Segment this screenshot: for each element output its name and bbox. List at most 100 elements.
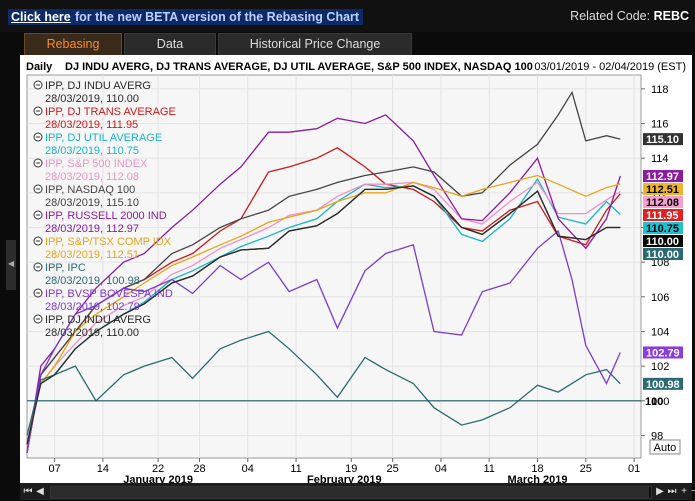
series-line xyxy=(26,174,621,436)
value-label-box xyxy=(643,235,683,248)
scroll-right-button[interactable]: ▶ xyxy=(656,486,664,497)
x-tick-label: 04 xyxy=(435,463,447,475)
zoom-out-button[interactable]: − xyxy=(691,486,695,497)
value-label-text: 100.98 xyxy=(646,379,680,391)
value-label-box xyxy=(643,248,683,261)
scroll-first-button[interactable]: ⏮ xyxy=(23,486,33,497)
legend-series-value: 28/03/2019, 112.97 xyxy=(45,223,139,235)
value-label-text: 112.08 xyxy=(646,197,679,209)
related-code: Related Code: REBC xyxy=(570,9,689,23)
value-label: 112.97 xyxy=(643,170,683,183)
zoom-in-button[interactable]: + xyxy=(681,486,687,497)
value-label-text: 110.75 xyxy=(646,223,679,235)
y-tick-label: 116 xyxy=(651,119,669,131)
legend-series-name: IPP, S&P 500 INDEX xyxy=(45,158,148,170)
legend-series-name: IPP, DJ UTIL AVERAGE xyxy=(45,132,162,144)
y-tick-label: 98 xyxy=(651,430,663,442)
x-tick-label: 11 xyxy=(484,463,495,475)
y-tick-label: 114 xyxy=(651,153,669,165)
value-label: 110.00 xyxy=(643,235,683,248)
tab-historical-price-change[interactable]: Historical Price Change xyxy=(218,33,412,56)
side-panel-handle[interactable]: ◀ xyxy=(6,240,16,290)
legend-series-value: 28/03/2019, 102.79 xyxy=(45,301,140,313)
y-tick-label: 104 xyxy=(651,326,669,338)
value-label: 110.75 xyxy=(643,222,683,235)
chart-frame: Daily DJ INDU AVERG, DJ TRANS AVERAGE, D… xyxy=(20,55,692,483)
value-label-text: 115.10 xyxy=(646,134,679,146)
legend-series-value: 28/03/2019, 112.51 xyxy=(45,249,139,261)
value-label-text: 110.00 xyxy=(646,249,679,261)
y-tick-label: 102 xyxy=(651,361,669,373)
time-scrollbar[interactable]: ⏮ ◀ ▶ ⏭ + − xyxy=(20,483,695,500)
series-line xyxy=(26,330,621,436)
legend-series-name: IPP, S&P/TSX COMP IDX xyxy=(45,236,172,248)
x-tick-label: 01 xyxy=(628,463,640,475)
legend-series-value: 28/03/2019, 111.95 xyxy=(45,119,138,131)
x-tick-label: 07 xyxy=(48,463,60,475)
value-label-box xyxy=(643,209,683,222)
value-label-text: 112.51 xyxy=(646,184,679,196)
series-line xyxy=(26,229,621,453)
x-tick-label: 11 xyxy=(290,463,301,475)
legend-series-value: 28/03/2019, 112.08 xyxy=(45,171,139,183)
legend-series-value: 28/03/2019, 110.00 xyxy=(45,93,139,105)
value-label: 115.10 xyxy=(643,133,683,146)
legend-series-value: 28/03/2019, 110.00 xyxy=(45,327,139,339)
value-label: 110.00 xyxy=(643,248,683,261)
value-label-text: 112.97 xyxy=(646,171,679,183)
tab-rebasing[interactable]: Rebasing xyxy=(24,33,122,56)
tab-data[interactable]: Data xyxy=(124,33,216,56)
value-label: 100.98 xyxy=(643,377,683,391)
auto-button[interactable]: Auto xyxy=(649,439,681,455)
x-month-label: January 2019 xyxy=(123,474,193,483)
value-label-box xyxy=(643,183,683,196)
legend-series-name: IPP, RUSSELL 2000 IND xyxy=(45,210,167,222)
x-tick-label: 14 xyxy=(97,463,109,475)
auto-button-label: Auto xyxy=(654,442,677,454)
y-tick-label: 118 xyxy=(651,84,669,96)
value-label: 102.79 xyxy=(643,346,683,359)
scroll-last-button[interactable]: ⏭ xyxy=(667,486,677,497)
related-code-label: Related Code: xyxy=(570,9,651,23)
series-line xyxy=(26,114,621,453)
value-label: 111.95 xyxy=(643,209,683,222)
legend-series-value: 28/03/2019, 100.98 xyxy=(45,275,140,287)
value-label-box xyxy=(643,222,683,235)
scroll-thumb[interactable] xyxy=(51,487,649,498)
x-tick-label: 25 xyxy=(580,463,592,475)
x-month-label: March 2019 xyxy=(508,474,568,483)
related-code-value[interactable]: REBC xyxy=(653,9,689,23)
scroll-track[interactable] xyxy=(50,486,652,499)
legend-series-value: 28/03/2019, 115.10 xyxy=(45,197,139,209)
value-label-box xyxy=(643,377,683,390)
x-tick-label: 18 xyxy=(531,463,543,475)
value-label-box xyxy=(643,133,683,146)
legend-series-name: IPP, DJ INDU AVERG xyxy=(45,80,151,92)
x-tick-label: 22 xyxy=(152,463,164,475)
value-label-text: 111.95 xyxy=(646,210,678,222)
legend-series-name: IPP, BVSP BOVESPA IND xyxy=(45,288,173,300)
scroll-left-button[interactable]: ◀ xyxy=(36,486,44,497)
legend-series-name: IPP, NASDAQ 100 xyxy=(45,184,135,196)
beta-link[interactable]: Click here xyxy=(8,9,74,25)
base-value-label: 100 xyxy=(645,396,663,408)
value-label-box xyxy=(643,346,683,359)
legend-series-value: 28/03/2019, 110.75 xyxy=(45,145,139,157)
series-line xyxy=(26,185,621,445)
value-label-text: 102.79 xyxy=(646,347,680,359)
value-label-text: 110.00 xyxy=(646,236,679,248)
value-label: 112.51 xyxy=(643,183,683,196)
rebasing-chart: Daily DJ INDU AVERG, DJ TRANS AVERAGE, D… xyxy=(26,61,686,483)
beta-link-text[interactable]: for the new BETA version of the Rebasing… xyxy=(73,9,364,25)
x-tick-label: 28 xyxy=(193,463,205,475)
